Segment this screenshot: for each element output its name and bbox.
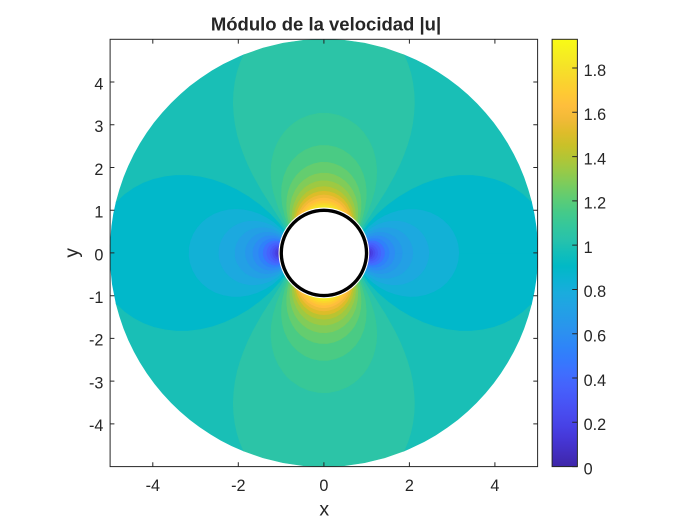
svg-text:1.8: 1.8 — [584, 62, 607, 80]
svg-text:0: 0 — [94, 246, 103, 264]
svg-text:4: 4 — [490, 477, 499, 495]
svg-text:1: 1 — [584, 239, 593, 257]
svg-text:y: y — [62, 248, 83, 258]
svg-text:0.8: 0.8 — [584, 283, 607, 301]
svg-text:0: 0 — [584, 460, 593, 478]
svg-text:1.2: 1.2 — [584, 195, 607, 213]
svg-text:0.4: 0.4 — [584, 372, 607, 390]
svg-text:0.6: 0.6 — [584, 327, 607, 345]
svg-text:x: x — [319, 499, 329, 521]
svg-text:-2: -2 — [89, 332, 103, 350]
svg-text:-3: -3 — [89, 374, 103, 392]
svg-text:-4: -4 — [89, 417, 103, 435]
svg-text:4: 4 — [94, 75, 103, 93]
svg-text:-1: -1 — [89, 289, 103, 307]
svg-text:0: 0 — [319, 477, 328, 495]
svg-text:3: 3 — [94, 118, 103, 136]
svg-text:Módulo de la velocidad |u|: Módulo de la velocidad |u| — [211, 14, 441, 35]
svg-text:2: 2 — [405, 477, 414, 495]
svg-text:1.4: 1.4 — [584, 150, 607, 168]
svg-text:1.6: 1.6 — [584, 106, 607, 124]
svg-text:2: 2 — [94, 161, 103, 179]
svg-text:-4: -4 — [146, 477, 160, 495]
svg-text:1: 1 — [94, 203, 103, 221]
svg-text:0.2: 0.2 — [584, 416, 607, 434]
svg-text:-2: -2 — [231, 477, 245, 495]
